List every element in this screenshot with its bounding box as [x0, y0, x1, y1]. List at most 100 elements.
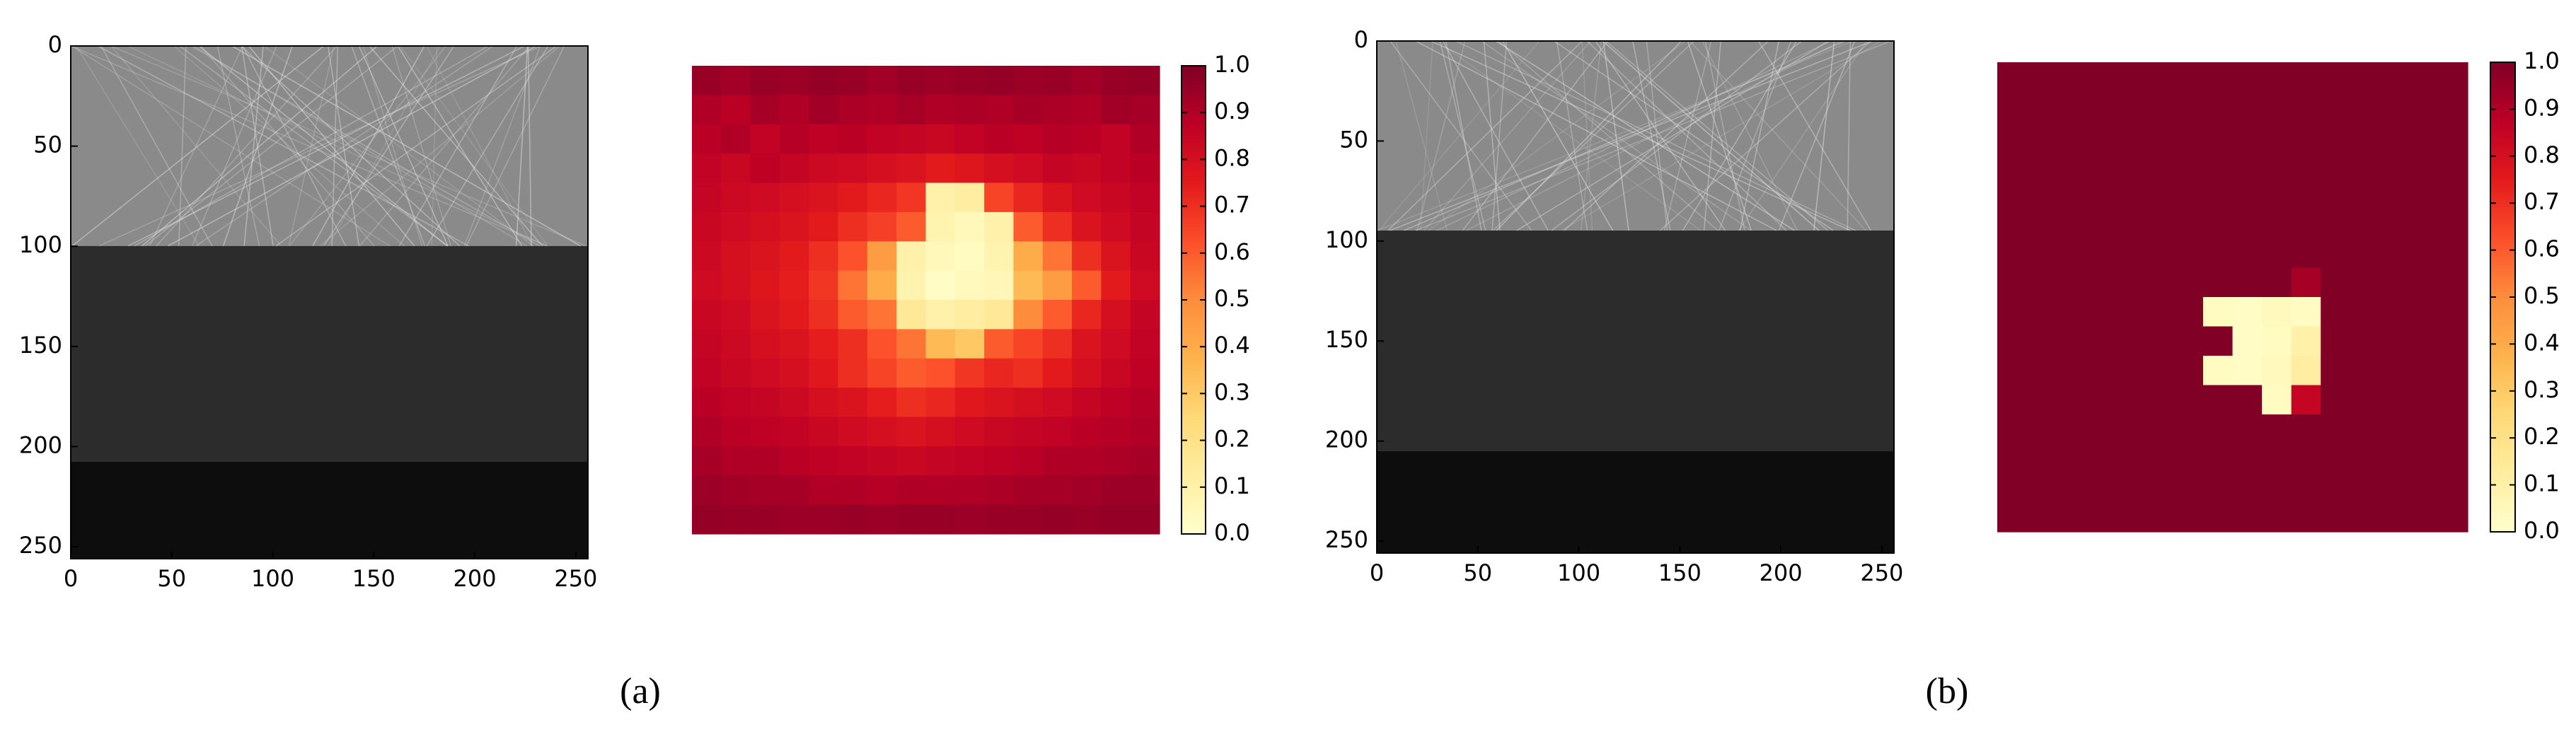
heatmap-cell: [2232, 238, 2263, 269]
heatmap-cell: [2173, 297, 2204, 327]
heatmap-cell: [2232, 150, 2263, 180]
heatmap-cell: [984, 66, 1015, 95]
scratch: [1491, 40, 1508, 231]
heatmap-cell: [954, 475, 985, 506]
heatmap-cell: [809, 388, 839, 418]
heatmap-cell: [1042, 182, 1073, 213]
scratch: [1682, 40, 1798, 231]
photo: [1377, 40, 1894, 553]
heatmap-cell: [2379, 62, 2410, 93]
heatmap-cell: [2026, 502, 2057, 533]
heatmap-cell: [2350, 91, 2380, 122]
heatmap-cell: [2202, 267, 2234, 298]
heatmap-cell: [2144, 238, 2174, 269]
scratch: [466, 45, 565, 247]
scratch: [1554, 40, 1834, 231]
heatmap-cell: [925, 182, 956, 213]
heatmap-cell: [2408, 209, 2439, 239]
scratch: [527, 45, 532, 246]
heatmap-cell: [1072, 446, 1102, 476]
scratch: [1595, 40, 1726, 231]
scratch: [1719, 40, 1792, 231]
heatmap-cell: [2115, 209, 2145, 239]
heatmap-cell: [954, 95, 985, 125]
heatmap-cell: [1130, 211, 1160, 242]
heatmap-cell: [1130, 124, 1160, 154]
heatmap-cell: [2379, 443, 2410, 474]
heatmap-cell: [896, 417, 927, 447]
heatmap-cell: [2321, 91, 2351, 122]
heatmap-cell: [867, 329, 897, 359]
heatmap-cell: [2026, 62, 2057, 93]
heatmap-cell: [2438, 238, 2468, 269]
heatmap-cell: [750, 241, 780, 272]
heatmap-cell: [2438, 91, 2468, 122]
heatmap-cell: [1101, 329, 1131, 359]
heatmap-cell: [2408, 443, 2439, 474]
heatmap-cell: [1013, 153, 1044, 184]
heatmap-cell: [1101, 95, 1131, 125]
heatmap-cell: [1042, 153, 1073, 184]
scratch: [222, 45, 293, 246]
heatmap-cell: [984, 182, 1015, 213]
heatmap-cell: [1072, 153, 1102, 184]
heatmap-cell: [2408, 267, 2439, 298]
scratch: [178, 45, 187, 246]
heatmap-cell: [779, 329, 809, 359]
scratch: [1428, 40, 1687, 231]
heatmap-cell: [2085, 385, 2115, 415]
heatmap-cell: [984, 300, 1015, 330]
scratch: [1561, 40, 1882, 231]
heatmap-cell: [2408, 385, 2439, 415]
colorbar-tick-label: 0.5: [1214, 285, 1250, 312]
heatmap-cell: [721, 182, 751, 213]
scratch: [1377, 40, 1854, 231]
heatmap-cell: [2262, 238, 2292, 269]
heatmap-cell: [2232, 91, 2263, 122]
scratch: [426, 45, 533, 247]
heatmap-cell: [2350, 267, 2380, 298]
heatmap-cell: [1042, 329, 1073, 359]
scratch: [76, 45, 200, 247]
heatmap-cell: [2379, 502, 2410, 533]
heatmap-cell: [1042, 66, 1073, 95]
heatmap-cell: [1130, 241, 1160, 272]
x-tick-label: 100: [1557, 559, 1600, 586]
heatmap-cell: [1101, 182, 1131, 213]
scratch: [399, 45, 548, 247]
scratch: [1496, 40, 1682, 231]
heatmap-cell: [2321, 209, 2351, 239]
heatmap-cell: [2202, 238, 2234, 269]
heatmap-cell: [2026, 385, 2057, 415]
heatmap-cell: [896, 66, 927, 95]
heatmap-cell: [692, 446, 722, 476]
heatmap-cell: [2144, 62, 2174, 93]
heatmap-cell: [2202, 62, 2234, 93]
scratch: [1646, 40, 1668, 231]
scratch: [398, 45, 518, 247]
heatmap-cell: [2202, 209, 2234, 239]
scratch: [241, 45, 274, 246]
heatmap-cell: [692, 95, 722, 125]
heatmap-cell: [750, 388, 780, 418]
heatmap-cell: [2115, 238, 2145, 269]
heatmap-cell: [925, 504, 956, 535]
heatmap-cell: [2408, 150, 2439, 180]
heatmap-cell: [867, 504, 897, 535]
scratch: [110, 45, 282, 247]
heatmap-cell: [2026, 238, 2057, 269]
heatmap-cell: [2026, 180, 2057, 210]
scratch: [426, 45, 549, 247]
scratch: [191, 45, 541, 247]
heatmap-cell: [2291, 502, 2321, 533]
heatmap-cell: [2026, 267, 2057, 298]
heatmap-cell: [2173, 91, 2204, 122]
heatmap-cell: [2408, 238, 2439, 269]
heatmap-cell: [721, 446, 751, 476]
heatmap-cell: [2408, 121, 2439, 151]
photo-top: [1377, 41, 1894, 231]
heatmap-cell: [2350, 121, 2380, 151]
heatmap-cell: [1013, 270, 1044, 301]
heatmap-cell: [1013, 446, 1044, 476]
heatmap-cell: [984, 241, 1015, 272]
